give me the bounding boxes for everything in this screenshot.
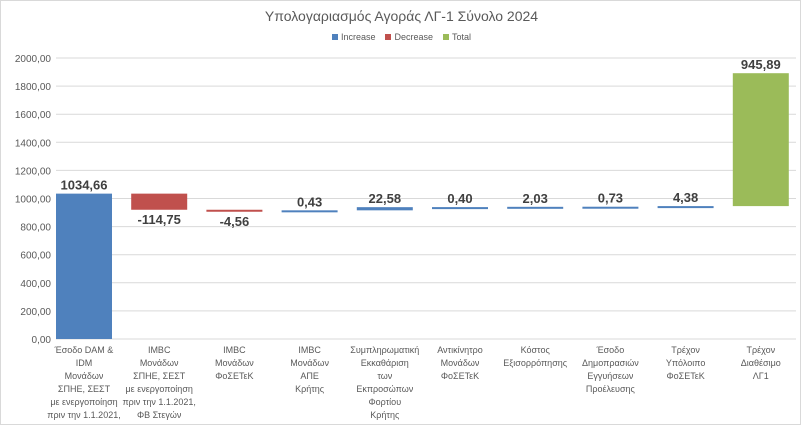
y-tick-label: 2000,00 <box>15 54 52 65</box>
data-label: 22,58 <box>369 191 402 206</box>
y-tick-label: 1600,00 <box>15 110 52 121</box>
bar-decrease <box>131 193 188 210</box>
x-tick-label: Έσοδο DAM & IDM Μονάδων ΣΠΗΕ, ΣΕΣΤ με ενεργ… <box>47 345 121 424</box>
y-tick-label: 400,00 <box>20 279 51 290</box>
bar-total <box>732 73 789 207</box>
data-label: 0,73 <box>598 191 623 206</box>
data-label: 0,40 <box>447 191 472 206</box>
bar-increase <box>56 193 112 339</box>
y-tick-label: 1800,00 <box>15 82 52 93</box>
x-tick-label: Αντικίνητρο Μονάδων ΦοΣΕΤεΚ <box>437 345 483 381</box>
chart-title: Υπολογαριασμός Αγοράς ΛΓ-1 Σύνολο 2024 <box>264 8 539 24</box>
legend: Increase Decrease Total <box>1 32 800 42</box>
legend-label: Decrease <box>394 32 434 42</box>
x-tick-label: Έσοδο Δημοπρασιών Εγγυήσεων Προέλευσης <box>582 345 639 394</box>
legend-increase: Increase <box>331 32 376 42</box>
bar-increase <box>356 207 413 211</box>
legend-swatch <box>443 34 450 40</box>
data-label: 1034,66 <box>61 178 108 193</box>
x-tick-label: Συμπληρωματική Εκκαθάριση των Εκπροσώπων Φορ… <box>350 345 420 420</box>
x-tick-label: IMBC Μονάδων ΣΠΗΕ, ΣΕΣΤ με ενεργοποίηση πριν… <box>122 345 196 420</box>
x-tick-label: IMBC Μονάδων ΑΠΕ Κρήτης <box>290 345 329 394</box>
data-label: -114,75 <box>138 212 181 227</box>
bar-increase <box>507 206 564 209</box>
bar-increase <box>582 206 639 209</box>
y-tick-label: 1200,00 <box>15 166 52 177</box>
y-tick-label: 200,00 <box>20 307 51 318</box>
data-label: 2,03 <box>523 191 548 206</box>
bar-increase <box>281 210 338 213</box>
bar-increase <box>657 206 714 209</box>
legend-swatch <box>331 34 338 40</box>
x-tick-label: IMBC Μονάδων ΦοΣΕΤεΚ <box>215 345 254 381</box>
y-tick-label: 800,00 <box>20 223 51 234</box>
y-tick-label: 0,00 <box>32 335 52 346</box>
legend-swatch <box>385 34 392 40</box>
bar-increase <box>432 207 488 210</box>
y-tick-label: 1400,00 <box>15 138 52 149</box>
bar-decrease <box>206 209 263 212</box>
legend-decrease: Decrease <box>385 32 433 42</box>
legend-total: Total <box>443 32 471 42</box>
legend-label: Increase <box>340 32 376 42</box>
x-tick-label: Κόστος Εξισορρόπησης <box>503 345 568 368</box>
legend-label: Total <box>452 32 472 42</box>
data-label: 945,89 <box>741 57 781 72</box>
data-label: 4,38 <box>673 190 698 205</box>
y-tick-label: 600,00 <box>20 251 51 262</box>
x-tick-label: Τρέχον Υπόλοιπο ΦοΣΕΤεΚ <box>665 345 706 381</box>
x-tick-label: Τρέχον Διαθέσιμο ΛΓ1 <box>740 345 781 381</box>
data-label: -4,56 <box>220 214 250 229</box>
data-label: 0,43 <box>297 194 322 209</box>
y-tick-label: 1000,00 <box>15 195 52 206</box>
